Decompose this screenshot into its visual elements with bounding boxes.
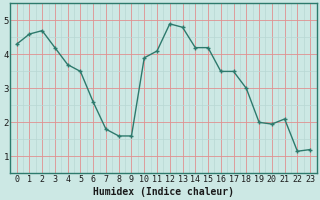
X-axis label: Humidex (Indice chaleur): Humidex (Indice chaleur)	[93, 186, 234, 197]
